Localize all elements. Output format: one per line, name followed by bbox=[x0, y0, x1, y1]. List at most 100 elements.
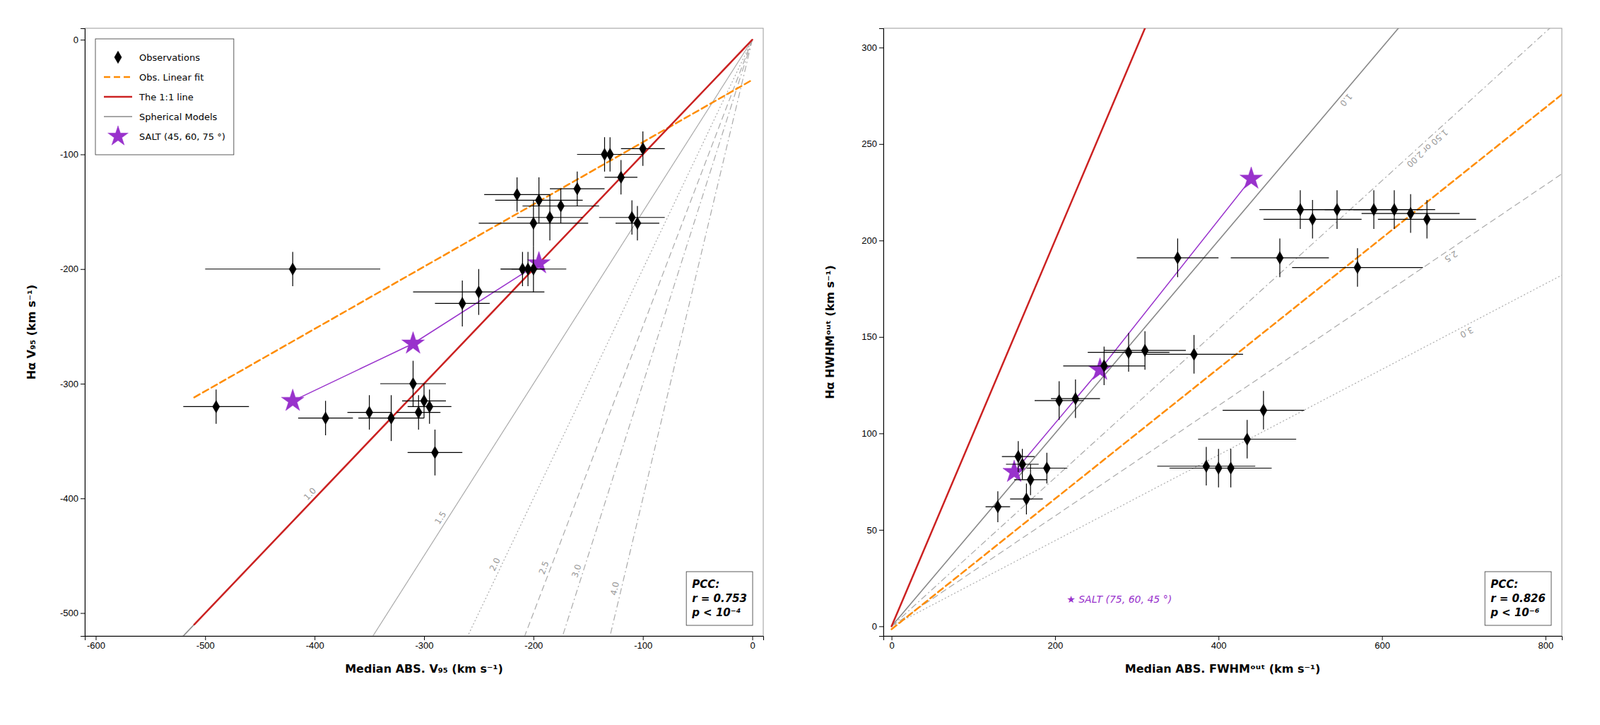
point bbox=[1276, 251, 1284, 265]
tick: -200 bbox=[524, 636, 543, 651]
tick-label: 0 bbox=[73, 34, 79, 46]
y-axis-title: Hα HWHMᵒᵘᵗ (km s⁻¹) bbox=[823, 265, 837, 400]
point bbox=[212, 400, 220, 414]
tick-label: -200 bbox=[524, 640, 543, 651]
legend-swatch bbox=[103, 115, 133, 118]
model-label: 1.50 or 2.00 bbox=[1404, 127, 1451, 170]
point bbox=[513, 187, 521, 201]
legend-label: Observations bbox=[139, 52, 200, 63]
point bbox=[1423, 212, 1431, 226]
tick: 0 bbox=[749, 636, 755, 651]
point bbox=[1226, 462, 1234, 475]
series-line bbox=[891, 94, 1562, 630]
legend: ObservationsObs. Linear fitThe 1:1 lineS… bbox=[95, 38, 234, 155]
tick-mark bbox=[80, 154, 85, 155]
figure: -600 -500 -400 -300 -200 -100 0-500 -400 -300 -20… bbox=[0, 0, 1600, 725]
tick: 300 bbox=[861, 42, 884, 54]
stats-text: p < 10⁻⁶ bbox=[1489, 606, 1540, 620]
tick-label: 0 bbox=[872, 621, 878, 632]
legend-item: Observations bbox=[114, 50, 200, 64]
tick-mark bbox=[879, 530, 884, 531]
x-axis: 0 200 400 600 800 bbox=[884, 636, 1563, 651]
tick-label: -300 bbox=[414, 640, 434, 651]
tick-label: -600 bbox=[86, 640, 106, 651]
axis-line bbox=[879, 28, 885, 637]
x-axis: -600 -500 -400 -300 -200 -100 0 bbox=[85, 636, 764, 651]
series-line bbox=[292, 263, 539, 402]
tick-mark bbox=[879, 144, 884, 145]
axis-line bbox=[85, 636, 764, 641]
point bbox=[1043, 462, 1051, 475]
legend-label: Obs. Linear fit bbox=[139, 72, 204, 83]
model-label: 1.0 bbox=[1337, 91, 1355, 109]
point bbox=[322, 412, 330, 425]
point bbox=[994, 500, 1002, 514]
tick-mark bbox=[80, 613, 85, 615]
tick-label: -400 bbox=[306, 640, 325, 651]
point bbox=[530, 262, 538, 276]
marker bbox=[281, 388, 304, 411]
tick-label: -100 bbox=[60, 149, 79, 160]
point bbox=[289, 262, 297, 276]
point bbox=[639, 142, 647, 156]
stats-box-frame bbox=[1484, 571, 1552, 626]
x-axis-title: Median ABS. FWHMᵒᵘᵗ (km s⁻¹) bbox=[1125, 662, 1321, 676]
point bbox=[1308, 212, 1316, 226]
stats-text: r = 0.826 bbox=[1490, 592, 1546, 605]
tick-label: -200 bbox=[60, 263, 79, 275]
panel: 0200400600800050100150200250300Median AB… bbox=[823, 0, 1563, 676]
legend-item: Obs. Linear fit bbox=[103, 72, 204, 83]
model-line bbox=[891, 28, 1562, 627]
x-axis-title: Median ABS. V₉₅ (km s⁻¹) bbox=[344, 662, 504, 676]
legend-swatch bbox=[108, 125, 129, 145]
tick-label: -300 bbox=[60, 378, 79, 390]
point bbox=[1390, 203, 1398, 217]
stats-text: r = 0.753 bbox=[691, 592, 747, 605]
annotation: ★ SALT (75, 60, 45 °) bbox=[1066, 593, 1172, 605]
point bbox=[530, 216, 538, 230]
tick: 0 bbox=[73, 34, 85, 46]
tick-mark bbox=[879, 433, 884, 434]
tick: -100 bbox=[633, 636, 653, 651]
tick: 200 bbox=[861, 235, 884, 246]
tick: 800 bbox=[1538, 636, 1555, 651]
legend-label: SALT (45, 60, 75 °) bbox=[139, 131, 226, 143]
tick: -300 bbox=[414, 636, 434, 651]
tick: -400 bbox=[306, 636, 325, 651]
tick-mark bbox=[879, 337, 884, 338]
model-label: 2.5 bbox=[1442, 248, 1460, 265]
series-line bbox=[1014, 178, 1251, 473]
tick-mark bbox=[80, 498, 85, 499]
point bbox=[1370, 203, 1378, 217]
tick: -600 bbox=[86, 636, 106, 651]
point bbox=[426, 400, 434, 414]
axis-line bbox=[884, 636, 1563, 641]
point bbox=[606, 148, 614, 162]
y-axis: 050100150200250300 bbox=[861, 28, 884, 637]
tick: 600 bbox=[1374, 636, 1391, 651]
y-axis-title: Hα V₉₅ (km s⁻¹) bbox=[24, 284, 39, 380]
plot-frame bbox=[84, 28, 764, 637]
point bbox=[387, 412, 395, 425]
tick: -200 bbox=[60, 263, 85, 275]
legend-item: Spherical Models bbox=[103, 111, 218, 123]
tick-mark bbox=[424, 636, 425, 641]
tick-mark bbox=[1218, 636, 1220, 641]
stats-box-frame bbox=[686, 571, 753, 626]
point bbox=[1141, 344, 1149, 357]
line-labels: 1.01.52.02.53.04.0 bbox=[301, 485, 622, 597]
tick-mark bbox=[879, 240, 884, 241]
point bbox=[1333, 203, 1341, 217]
point bbox=[1173, 251, 1181, 265]
tick-label: -500 bbox=[196, 640, 215, 651]
stats-box: PCC:r = 0.826p < 10⁻⁶ bbox=[1484, 571, 1552, 626]
tick: -500 bbox=[196, 636, 215, 651]
point bbox=[534, 194, 543, 208]
marker bbox=[1088, 357, 1111, 380]
tick-label: 200 bbox=[1048, 640, 1064, 651]
tick-label: 400 bbox=[1211, 640, 1227, 651]
point bbox=[1125, 346, 1133, 360]
model-label: 1.5 bbox=[432, 509, 449, 527]
tick-label: 0 bbox=[749, 640, 755, 651]
tick-label: 0 bbox=[889, 640, 894, 651]
